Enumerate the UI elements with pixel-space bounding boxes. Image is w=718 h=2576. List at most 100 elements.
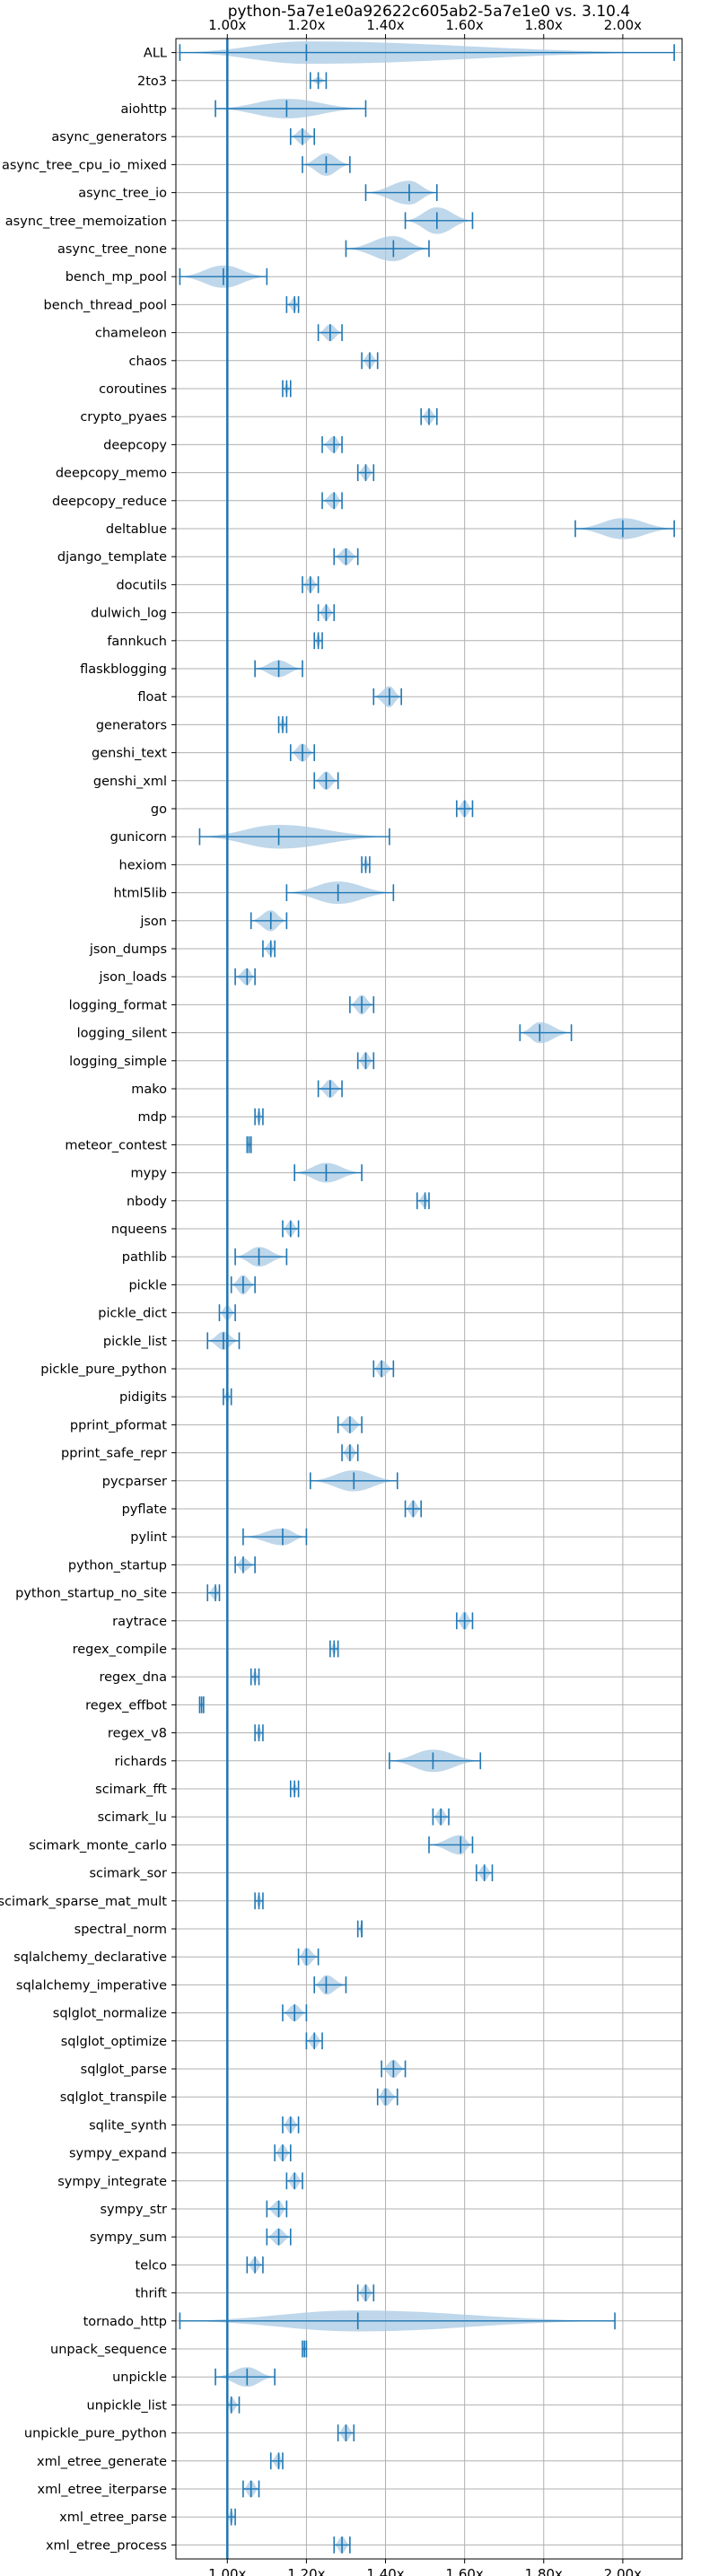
benchmark-label: unpickle_pure_python	[24, 2427, 167, 2441]
axis-layer	[171, 34, 624, 2563]
x-tick-label-bottom: 1.80x	[525, 2566, 563, 2576]
benchmark-label: xml_etree_process	[46, 2538, 167, 2553]
benchmark-label: chameleon	[95, 327, 167, 341]
benchmark-label: bench_mp_pool	[66, 270, 167, 285]
benchmark-label: mypy	[131, 1167, 168, 1181]
x-tick-label-bottom: 1.20x	[287, 2566, 325, 2576]
x-tick-label-top: 1.60x	[446, 17, 484, 33]
benchmark-label: regex_dna	[99, 1670, 167, 1685]
violin-layer	[180, 41, 675, 2554]
benchmark-label: deepcopy	[103, 438, 167, 452]
x-tick-label-top: 1.80x	[525, 17, 563, 33]
benchmark-label: mdp	[137, 1110, 167, 1125]
benchmark-label: pycparser	[102, 1475, 167, 1489]
benchmark-label: unpickle	[112, 2370, 167, 2385]
benchmark-label: pickle	[128, 1278, 167, 1292]
benchmark-label: float	[137, 690, 167, 705]
benchmark-label: sympy_expand	[69, 2147, 167, 2161]
benchmark-label: go	[151, 802, 167, 817]
benchmark-label: scimark_sor	[89, 1867, 167, 1881]
benchmark-label: docutils	[116, 578, 167, 592]
benchmark-label: pylint	[130, 1530, 167, 1545]
benchmark-label: flaskblogging	[80, 662, 167, 677]
benchmark-label: coroutines	[99, 382, 167, 397]
benchmark-label: json_loads	[99, 970, 167, 985]
benchmark-label: logging_simple	[69, 1055, 167, 1069]
benchmark-label: json	[139, 915, 167, 929]
benchmark-label: meteor_contest	[65, 1138, 167, 1152]
benchmark-label: hexiom	[119, 858, 167, 872]
benchmark-label: django_template	[57, 550, 167, 565]
benchmark-label: telco	[136, 2258, 168, 2273]
x-tick-label-bottom: 1.60x	[446, 2566, 484, 2576]
x-tick-label-bottom: 1.40x	[366, 2566, 404, 2576]
benchmark-label: 2to3	[137, 74, 167, 89]
benchmark-label: nbody	[127, 1195, 167, 1209]
benchmark-label: pickle_dict	[98, 1307, 167, 1321]
benchmark-label: aiohttp	[120, 102, 167, 117]
x-tick-label-top: 1.00x	[208, 17, 246, 33]
benchmark-label: xml_etree_parse	[59, 2510, 167, 2525]
benchmark-label: async_tree_memoization	[5, 215, 167, 229]
benchmark-label: pyflate	[122, 1503, 167, 1517]
benchmark-label: sympy_str	[101, 2203, 168, 2217]
benchmark-label: xml_etree_generate	[37, 2455, 167, 2469]
benchmark-label: pidigits	[119, 1390, 167, 1405]
benchmark-label: pprint_safe_repr	[61, 1447, 167, 1461]
benchmark-label: richards	[114, 1755, 167, 1769]
benchmark-label: async_tree_cpu_io_mixed	[2, 158, 167, 172]
benchmark-label: sqlite_synth	[89, 2118, 167, 2133]
benchmark-label: logging_silent	[77, 1027, 168, 1041]
benchmark-label: unpickle_list	[87, 2398, 168, 2413]
x-tick-label-bottom: 2.00x	[604, 2566, 642, 2576]
benchmark-label: python_startup	[68, 1558, 167, 1573]
benchmark-label: deepcopy_reduce	[52, 495, 167, 509]
benchmark-label: sympy_sum	[90, 2230, 167, 2245]
benchmark-label: sqlglot_normalize	[53, 2007, 167, 2021]
plot-frame	[175, 38, 683, 2560]
benchmark-label: thrift	[136, 2287, 168, 2301]
benchmark-label: nqueens	[111, 1222, 167, 1237]
benchmark-label: spectral_norm	[74, 1923, 167, 1937]
benchmark-label: mako	[131, 1082, 167, 1097]
benchmark-label: crypto_pyaes	[80, 410, 167, 425]
benchmark-label: unpack_sequence	[50, 2343, 167, 2357]
benchmark-label: pickle_list	[103, 1335, 167, 1349]
benchmark-label: pickle_pure_python	[40, 1362, 167, 1377]
benchmark-label: genshi_xml	[93, 775, 167, 789]
benchmark-label: sqlglot_optimize	[61, 2035, 167, 2049]
benchmark-label: fannkuch	[107, 635, 167, 649]
benchmark-label: gunicorn	[110, 830, 167, 845]
benchmark-label: regex_compile	[73, 1643, 167, 1657]
marker-layer	[179, 39, 675, 2559]
benchmark-label: sqlglot_parse	[81, 2063, 167, 2077]
benchmark-label: chaos	[129, 355, 167, 369]
x-tick-label-top: 1.20x	[287, 17, 325, 33]
benchmark-label: tornado_http	[83, 2315, 167, 2329]
benchmark-label: regex_v8	[108, 1727, 167, 1741]
x-tick-label-top: 2.00x	[604, 17, 642, 33]
benchmark-label: json_dumps	[89, 942, 167, 957]
benchmark-label: bench_thread_pool	[44, 298, 167, 312]
benchmark-label: scimark_monte_carlo	[29, 1838, 167, 1853]
benchmark-label: genshi_text	[92, 747, 167, 761]
benchmark-label: python_startup_no_site	[15, 1587, 167, 1601]
benchmark-label: scimark_lu	[98, 1810, 167, 1825]
label-layer: 1.00x 1.00x 1.20x 1.20x 1.40x 1.40x 1.60x 1.60x…	[0, 17, 642, 2576]
benchmark-label: async_tree_none	[57, 242, 167, 257]
benchmark-label: sympy_integrate	[57, 2175, 167, 2189]
benchmark-label: xml_etree_iterparse	[38, 2483, 168, 2497]
benchmark-label: dulwich_log	[91, 607, 167, 621]
x-tick-label-bottom: 1.00x	[208, 2566, 246, 2576]
benchmark-label: logging_format	[69, 998, 168, 1012]
benchmark-label: scimark_sparse_mat_mult	[0, 1895, 167, 1909]
benchmark-label: deltablue	[106, 522, 167, 537]
benchmark-label: pathlib	[122, 1250, 167, 1265]
benchmark-label: html5lib	[113, 887, 167, 901]
benchmark-label: raytrace	[112, 1615, 167, 1629]
benchmark-label: deepcopy_memo	[56, 467, 167, 481]
benchmark-label: pprint_pformat	[70, 1418, 167, 1433]
benchmark-label: sqlglot_transpile	[60, 2090, 167, 2105]
x-tick-label-top: 1.40x	[366, 17, 404, 33]
